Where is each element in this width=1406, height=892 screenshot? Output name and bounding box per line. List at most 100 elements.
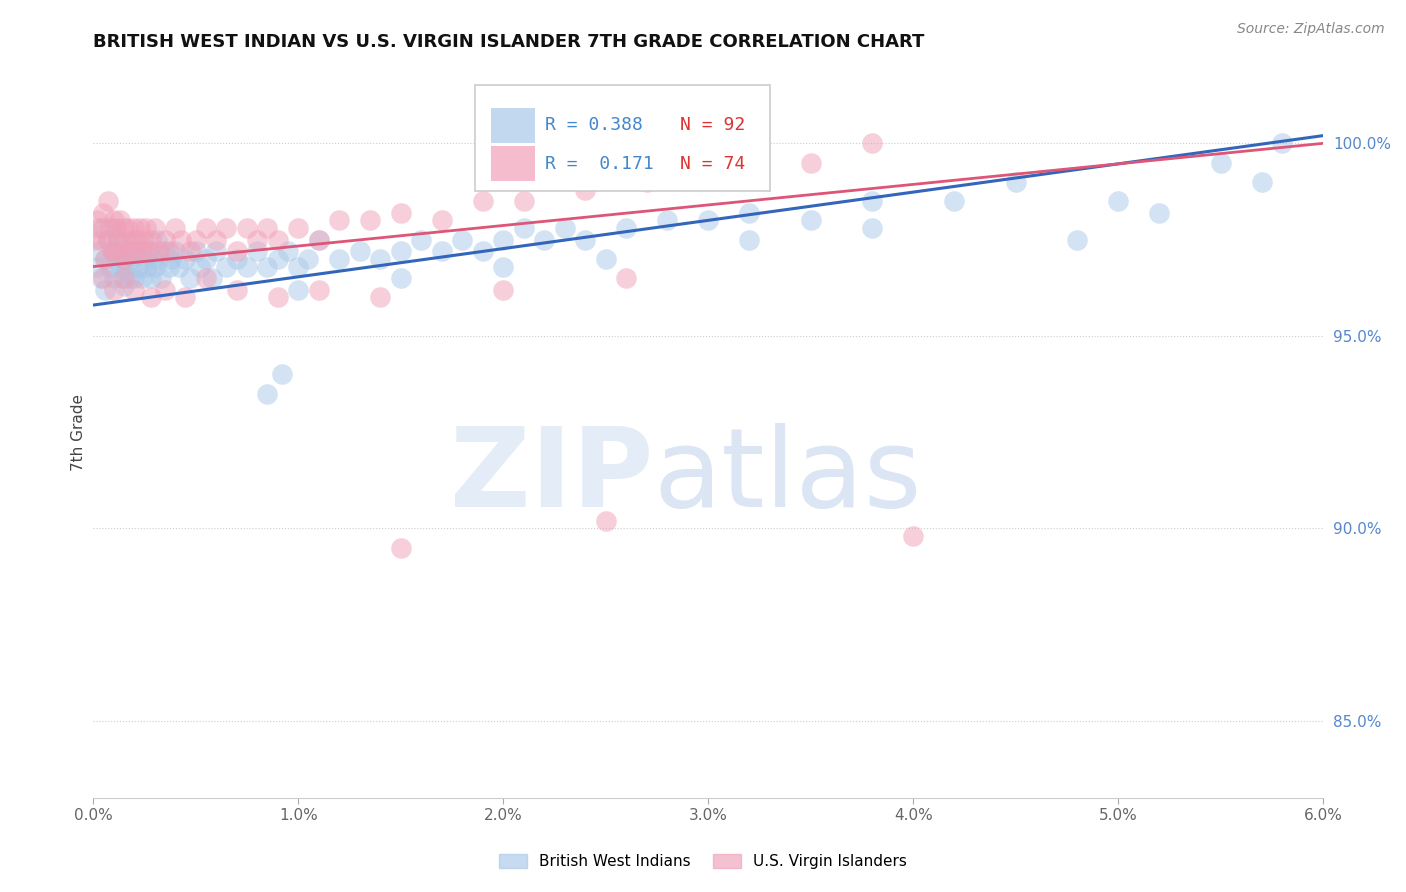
Point	[389, 244, 412, 259]
Point	[492, 260, 515, 274]
Point	[614, 271, 637, 285]
Point	[287, 260, 309, 274]
Point	[103, 244, 125, 259]
Point	[800, 155, 823, 169]
Point	[267, 252, 290, 266]
Point	[184, 233, 207, 247]
Point	[574, 182, 596, 196]
Point	[256, 221, 278, 235]
Point	[471, 244, 494, 259]
Legend: British West Indians, U.S. Virgin Islanders: British West Indians, U.S. Virgin Island…	[494, 848, 912, 875]
Point	[90, 233, 112, 247]
Point	[115, 233, 138, 247]
Point	[139, 271, 162, 285]
Point	[120, 244, 142, 259]
Point	[96, 233, 118, 247]
Text: BRITISH WEST INDIAN VS U.S. VIRGIN ISLANDER 7TH GRADE CORRELATION CHART: BRITISH WEST INDIAN VS U.S. VIRGIN ISLAN…	[93, 33, 925, 51]
Point	[103, 283, 125, 297]
Point	[111, 244, 134, 259]
Point	[205, 233, 228, 247]
Point	[174, 252, 197, 266]
Point	[236, 260, 259, 274]
Text: N = 74: N = 74	[681, 154, 745, 173]
Point	[157, 244, 180, 259]
Point	[860, 136, 883, 151]
Point	[165, 221, 187, 235]
Point	[328, 213, 350, 227]
Point	[139, 290, 162, 304]
Point	[225, 244, 247, 259]
Point	[738, 205, 761, 219]
Point	[1271, 136, 1294, 151]
Point	[148, 244, 170, 259]
Point	[135, 221, 157, 235]
Point	[160, 252, 183, 266]
Point	[277, 244, 299, 259]
Point	[138, 244, 160, 259]
Point	[368, 290, 391, 304]
Point	[117, 244, 139, 259]
Point	[153, 244, 176, 259]
Point	[267, 233, 290, 247]
Point	[86, 213, 108, 227]
Point	[129, 244, 152, 259]
Point	[111, 271, 134, 285]
Point	[471, 194, 494, 208]
Point	[165, 244, 187, 259]
Point	[153, 283, 176, 297]
Point	[430, 213, 453, 227]
Point	[98, 260, 121, 274]
Point	[194, 221, 217, 235]
Point	[512, 221, 534, 235]
Point	[157, 260, 180, 274]
Point	[127, 233, 149, 247]
Point	[96, 233, 118, 247]
Point	[122, 271, 145, 285]
Point	[142, 252, 165, 266]
Point	[188, 260, 211, 274]
Point	[574, 233, 596, 247]
Point	[174, 290, 197, 304]
Point	[103, 271, 125, 285]
Point	[267, 290, 290, 304]
Point	[90, 271, 112, 285]
Text: R =  0.171: R = 0.171	[544, 154, 654, 173]
Point	[127, 260, 149, 274]
FancyBboxPatch shape	[491, 108, 534, 143]
Point	[103, 221, 125, 235]
Point	[270, 368, 292, 382]
Point	[100, 244, 122, 259]
Point	[122, 283, 145, 297]
Point	[84, 233, 107, 247]
Point	[94, 283, 117, 297]
Point	[308, 233, 330, 247]
Point	[205, 244, 228, 259]
Point	[179, 244, 201, 259]
Point	[738, 233, 761, 247]
Point	[308, 233, 330, 247]
Point	[430, 244, 453, 259]
Point	[1149, 205, 1171, 219]
Point	[100, 244, 122, 259]
Point	[89, 221, 111, 235]
Point	[120, 271, 142, 285]
Point	[131, 244, 153, 259]
Point	[451, 233, 474, 247]
Point	[125, 244, 148, 259]
Point	[143, 221, 166, 235]
Point	[328, 252, 350, 266]
Text: N = 92: N = 92	[681, 116, 745, 134]
Point	[148, 252, 170, 266]
Point	[225, 252, 247, 266]
Point	[614, 221, 637, 235]
Point	[1066, 233, 1088, 247]
Point	[201, 271, 224, 285]
Point	[169, 260, 191, 274]
Point	[256, 386, 278, 401]
Point	[308, 283, 330, 297]
Point	[107, 233, 129, 247]
Text: Source: ZipAtlas.com: Source: ZipAtlas.com	[1237, 22, 1385, 37]
Point	[717, 167, 740, 181]
Point	[112, 271, 135, 285]
Point	[287, 283, 309, 297]
